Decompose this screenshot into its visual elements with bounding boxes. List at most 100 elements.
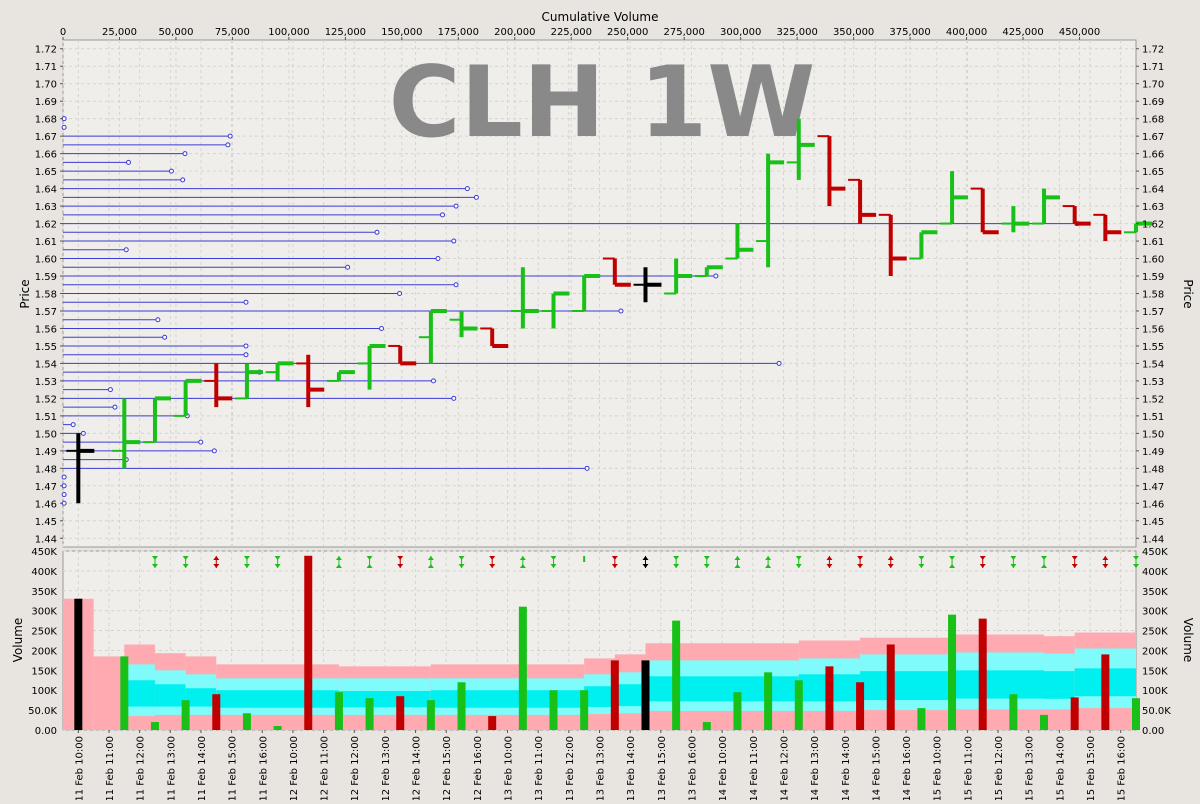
- price-tick-label-left: 1.58: [35, 290, 57, 301]
- volume-bar: [1132, 698, 1140, 730]
- time-tick-label: 14 Feb 15:00: [871, 736, 882, 800]
- volume-bar: [457, 682, 466, 730]
- price-tick-label-right: 1.61: [1142, 237, 1164, 248]
- price-tick-label-right: 1.67: [1142, 132, 1164, 143]
- arrow-head-top: [642, 556, 649, 560]
- profile-marker: [198, 439, 204, 445]
- price-tick-label-left: 1.67: [35, 132, 57, 143]
- price-tick-label-right: 1.54: [1142, 359, 1164, 370]
- arrow-head-bottom: [826, 564, 833, 568]
- top-axis-tick-label: 250,000: [607, 27, 648, 38]
- arrow-head-bottom: [949, 564, 956, 568]
- time-tick-label: 15 Feb 11:00: [963, 736, 974, 800]
- profile-marker: [61, 124, 67, 130]
- volume-bar: [917, 708, 926, 730]
- volume-bar: [702, 722, 711, 730]
- volume-axis-label-right: Volume: [1181, 618, 1195, 663]
- volume-tick-label-left: 400K: [31, 567, 57, 578]
- top-axis-tick-label: 75,000: [215, 27, 250, 38]
- profile-marker: [451, 395, 457, 401]
- price-tick-label-right: 1.71: [1142, 62, 1164, 73]
- volume-tick-label-left: 200K: [31, 646, 57, 657]
- price-tick-label-right: 1.62: [1142, 220, 1164, 231]
- volume-bar: [672, 620, 681, 730]
- volume-tick-label-right: 150K: [1142, 666, 1168, 677]
- price-tick-label-left: 1.68: [35, 115, 57, 126]
- price-tick-label-left: 1.70: [35, 80, 57, 91]
- profile-marker: [61, 474, 67, 480]
- arrow-head-top: [151, 556, 158, 560]
- top-axis-tick-label: 375,000: [889, 27, 930, 38]
- profile-marker: [584, 465, 590, 471]
- top-axis-tick-label: 125,000: [325, 27, 366, 38]
- top-axis-tick-label: 425,000: [1002, 27, 1043, 38]
- price-tick-label-left: 1.72: [35, 45, 57, 56]
- profile-marker: [243, 299, 249, 305]
- price-tick-label-left: 1.50: [35, 429, 57, 440]
- arrow-head-bottom: [305, 564, 312, 568]
- arrow-head-top: [397, 556, 404, 560]
- time-tick-label: 11 Feb 10:00: [74, 736, 85, 800]
- price-tick-label-right: 1.70: [1142, 80, 1164, 91]
- arrow-head-top: [335, 556, 342, 560]
- volume-bar: [74, 598, 83, 730]
- arrow-head-bottom: [151, 564, 158, 568]
- price-tick-label-left: 1.55: [35, 342, 57, 353]
- volume-bar: [1101, 654, 1110, 730]
- price-axis-label-left: Price: [18, 279, 32, 308]
- volume-bar: [181, 700, 190, 730]
- price-tick-label-right: 1.53: [1142, 377, 1164, 388]
- profile-marker: [107, 387, 113, 393]
- arrow-head-top: [734, 556, 741, 560]
- arrow-head-top: [979, 556, 986, 560]
- price-tick-label-right: 1.58: [1142, 290, 1164, 301]
- price-tick-label-right: 1.68: [1142, 115, 1164, 126]
- price-tick-label-left: 1.46: [35, 499, 57, 510]
- arrow-head-top: [213, 556, 220, 560]
- price-tick-label-left: 1.59: [35, 272, 57, 283]
- arrow-head-top: [489, 556, 496, 560]
- profile-marker: [473, 194, 479, 200]
- profile-marker: [70, 422, 76, 428]
- arrow-head-bottom: [397, 564, 404, 568]
- volume-tick-label-left: 150K: [31, 666, 57, 677]
- profile-marker: [374, 229, 380, 235]
- arrow-head-bottom: [1071, 564, 1078, 568]
- time-tick-label: 12 Feb 13:00: [381, 736, 392, 800]
- price-tick-label-left: 1.63: [35, 202, 57, 213]
- profile-marker: [379, 325, 385, 331]
- profile-marker: [61, 492, 67, 498]
- band-inner: [860, 671, 953, 701]
- volume-tick-label-right: 200K: [1142, 646, 1168, 657]
- top-axis-tick-label: 25,000: [102, 27, 137, 38]
- price-tick-label-right: 1.59: [1142, 272, 1164, 283]
- volume-bar: [334, 692, 343, 730]
- top-axis-tick-label: 300,000: [720, 27, 761, 38]
- time-tick-label: 12 Feb 14:00: [412, 736, 423, 800]
- arrow-head-top: [703, 556, 710, 560]
- profile-marker: [162, 334, 168, 340]
- arrow-head-bottom: [857, 564, 864, 568]
- price-axis-label-right: Price: [1181, 279, 1195, 308]
- price-tick-label-right: 1.66: [1142, 150, 1164, 161]
- time-tick-label: 14 Feb 10:00: [718, 736, 729, 800]
- volume-tick-label-right: 450K: [1142, 547, 1168, 558]
- arrow-head-top: [673, 556, 680, 560]
- band-inner: [154, 684, 186, 707]
- profile-marker: [155, 317, 161, 323]
- arrow-head-top: [366, 556, 373, 560]
- arrow-head-top: [305, 556, 312, 560]
- time-tick-label: 15 Feb 15:00: [1086, 736, 1097, 800]
- arrow-head-bottom: [274, 564, 281, 568]
- volume-bar: [518, 606, 527, 730]
- volume-profile-layer: [61, 116, 1080, 506]
- price-tick-label-left: 1.57: [35, 307, 57, 318]
- time-tick-label: 12 Feb 16:00: [473, 736, 484, 800]
- arrow-head-top: [1010, 556, 1017, 560]
- arrow-head-top: [611, 556, 618, 560]
- price-tick-label-left: 1.66: [35, 150, 57, 161]
- arrow-head-bottom: [427, 564, 434, 568]
- arrow-head-bottom: [243, 564, 250, 568]
- price-tick-label-left: 1.48: [35, 464, 57, 475]
